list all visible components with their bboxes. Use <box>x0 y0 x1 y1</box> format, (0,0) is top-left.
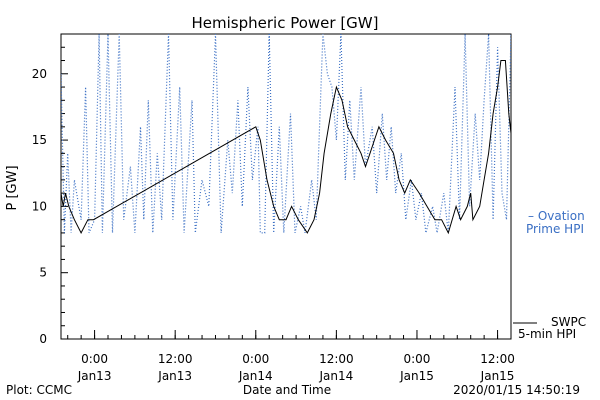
series-line-swpc-5-min-hpi <box>61 60 511 235</box>
y-tick-label: 15 <box>32 133 47 147</box>
legend-swpc: SWPC 5-min HPI <box>513 315 586 341</box>
data-series <box>61 34 511 235</box>
plot-credit: Plot: CCMC <box>6 383 72 397</box>
legend-swpc-line1: SWPC <box>551 315 586 329</box>
x-tick-label-time: 12:00 <box>480 352 515 366</box>
series-line-ovation-prime-hpi <box>61 34 511 234</box>
legend-ovation-line2: Prime HPI <box>526 222 584 236</box>
x-tick-label-date: Jan15 <box>399 369 434 383</box>
x-tick-label-date: Jan15 <box>480 369 515 383</box>
x-tick-label-date: Jan13 <box>77 369 112 383</box>
plot-frame <box>60 33 512 340</box>
x-axis-label: Date and Time <box>243 383 331 397</box>
x-tick-label-date: Jan14 <box>318 369 353 383</box>
plot-timestamp: 2020/01/15 14:50:19 <box>453 383 580 397</box>
legend-ovation-line1: – Ovation <box>528 209 585 223</box>
axis-ticks: 0 5 10 15 20 0:00 Jan13 12:00 Jan13 0:00 Jan14 12:0… <box>32 46 515 383</box>
axes-frame <box>60 33 512 340</box>
x-tick-label-time: 12:00 <box>158 352 193 366</box>
x-tick-label-time: 12:00 <box>319 352 354 366</box>
chart-title: Hemispheric Power [GW] <box>192 14 379 32</box>
legend-ovation: – Ovation Prime HPI <box>526 209 585 236</box>
y-tick-label: 10 <box>32 199 47 213</box>
y-axis-label: P [GW] <box>5 165 20 210</box>
y-tick-label: 20 <box>32 67 47 81</box>
x-tick-label-time: 0:00 <box>242 352 269 366</box>
y-tick-label: 5 <box>39 266 47 280</box>
x-tick-label-time: 0:00 <box>81 352 108 366</box>
legend-swpc-line2: 5-min HPI <box>518 327 576 341</box>
x-tick-label-date: Jan13 <box>157 369 192 383</box>
y-tick-label: 0 <box>39 332 47 346</box>
x-tick-label-time: 0:00 <box>403 352 430 366</box>
x-tick-label-date: Jan14 <box>238 369 273 383</box>
